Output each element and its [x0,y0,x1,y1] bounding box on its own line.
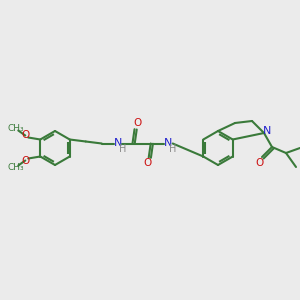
Text: N: N [263,126,271,136]
Text: H: H [119,143,126,154]
Text: N: N [164,137,172,148]
Text: O: O [255,158,263,168]
Text: CH₃: CH₃ [8,163,25,172]
Text: O: O [144,158,152,169]
Text: O: O [134,118,142,128]
Text: H: H [169,143,176,154]
Text: O: O [21,130,29,140]
Text: N: N [113,137,122,148]
Text: O: O [21,155,29,166]
Text: CH₃: CH₃ [8,124,25,133]
